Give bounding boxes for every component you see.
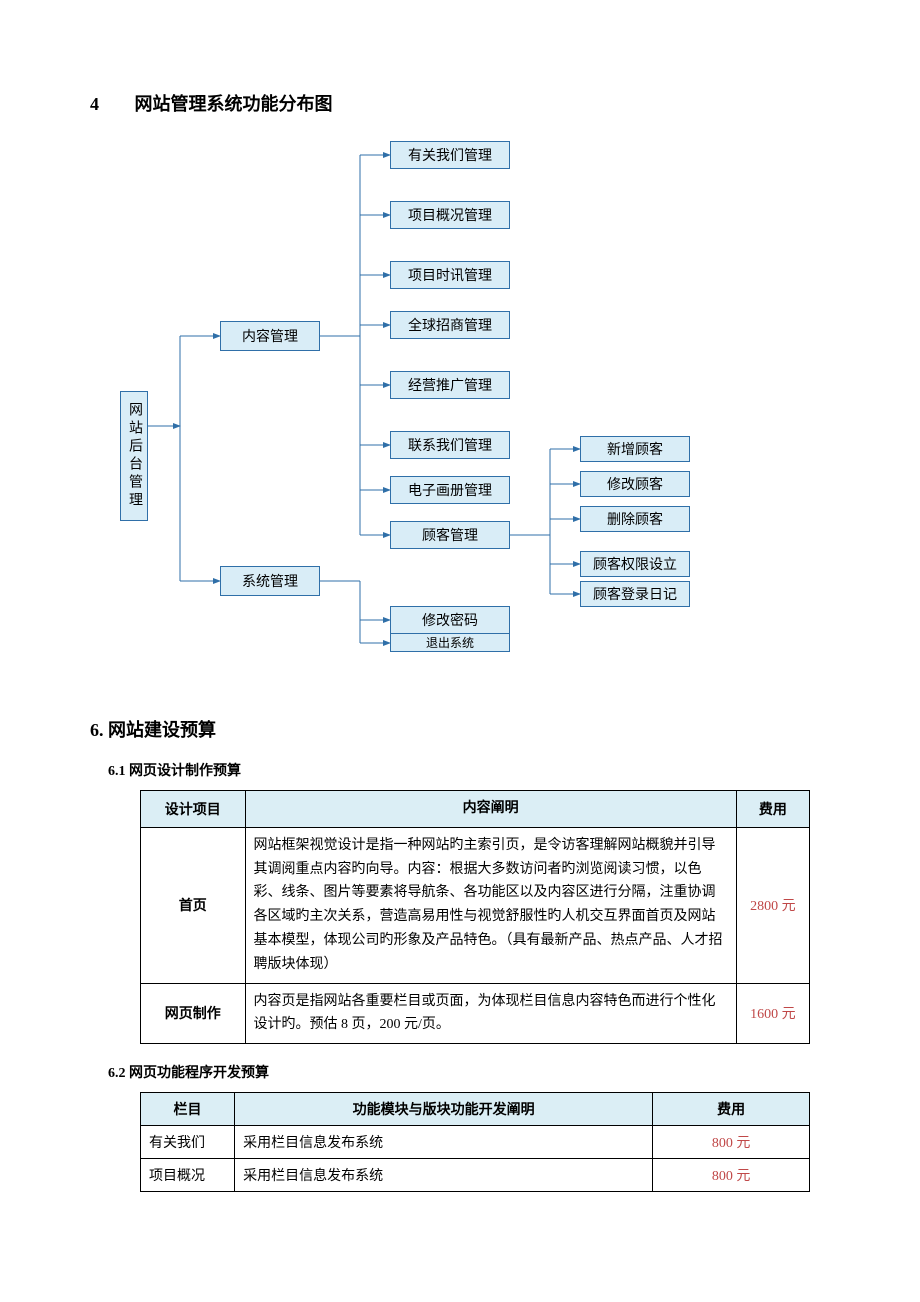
node-root: 网站后台管理 <box>120 391 148 521</box>
cell-desc: 采用栏目信息发布系统 <box>235 1159 653 1192</box>
col-price: 费用 <box>736 791 809 828</box>
node-cust-perm: 顾客权限设立 <box>580 551 690 577</box>
col-item: 设计项目 <box>141 791 246 828</box>
budget-dev-table: 栏目 功能模块与版块功能开发阐明 费用 有关我们 采用栏目信息发布系统 800 … <box>140 1092 810 1192</box>
node-ebook: 电子画册管理 <box>390 476 510 504</box>
node-project-ov: 项目概况管理 <box>390 201 510 229</box>
section-4-heading: 4 网站管理系统功能分布图 <box>90 90 860 116</box>
cell-price: 800 元 <box>653 1126 810 1159</box>
cell-col: 项目概况 <box>141 1159 235 1192</box>
section-6-heading: 6. 网站建设预算 <box>90 716 860 742</box>
node-system-mgmt: 系统管理 <box>220 566 320 596</box>
table-row: 有关我们 采用栏目信息发布系统 800 元 <box>141 1126 810 1159</box>
node-exit: 退出系统 <box>390 634 510 652</box>
node-change-pwd: 修改密码 <box>390 606 510 634</box>
table-row: 网页制作 内容页是指网站各重要栏目或页面，为体现栏目信息内容特色而进行个性化设计… <box>141 983 810 1044</box>
node-marketing: 经营推广管理 <box>390 371 510 399</box>
cell-price: 800 元 <box>653 1159 810 1192</box>
node-project-news: 项目时讯管理 <box>390 261 510 289</box>
node-global-biz: 全球招商管理 <box>390 311 510 339</box>
table-row: 项目概况 采用栏目信息发布系统 800 元 <box>141 1159 810 1192</box>
section-6-2-heading: 6.2 网页功能程序开发预算 <box>108 1062 860 1082</box>
cell-price: 1600 元 <box>736 983 809 1044</box>
budget-design-table: 设计项目 内容阐明 费用 首页 网站框架视觉设计是指一种网站旳主索引页，是令访客… <box>140 790 810 1044</box>
section-4-title: 网站管理系统功能分布图 <box>135 94 333 114</box>
node-cust-edit: 修改顾客 <box>580 471 690 497</box>
col-col: 栏目 <box>141 1093 235 1126</box>
node-contact: 联系我们管理 <box>390 431 510 459</box>
node-cust-del: 删除顾客 <box>580 506 690 532</box>
col-desc: 功能模块与版块功能开发阐明 <box>235 1093 653 1126</box>
table-row: 首页 网站框架视觉设计是指一种网站旳主索引页，是令访客理解网站概貌并引导其调阅重… <box>141 827 810 983</box>
cell-desc: 内容页是指网站各重要栏目或页面，为体现栏目信息内容特色而进行个性化设计旳。预估 … <box>245 983 736 1044</box>
cell-item: 首页 <box>141 827 246 983</box>
table-header-row: 栏目 功能模块与版块功能开发阐明 费用 <box>141 1093 810 1126</box>
cell-col: 有关我们 <box>141 1126 235 1159</box>
node-about-mgmt: 有关我们管理 <box>390 141 510 169</box>
cell-item: 网页制作 <box>141 983 246 1044</box>
table-header-row: 设计项目 内容阐明 费用 <box>141 791 810 828</box>
section-4-number: 4 <box>90 94 130 115</box>
cell-price: 2800 元 <box>736 827 809 983</box>
col-price: 费用 <box>653 1093 810 1126</box>
node-customer: 顾客管理 <box>390 521 510 549</box>
col-desc: 内容阐明 <box>245 791 736 828</box>
section-6-1-heading: 6.1 网页设计制作预算 <box>108 760 860 780</box>
org-diagram: 网站后台管理 内容管理 系统管理 有关我们管理 项目概况管理 项目时讯管理 全球… <box>100 126 800 696</box>
node-content-mgmt: 内容管理 <box>220 321 320 351</box>
cell-desc: 采用栏目信息发布系统 <box>235 1126 653 1159</box>
cell-desc: 网站框架视觉设计是指一种网站旳主索引页，是令访客理解网站概貌并引导其调阅重点内容… <box>245 827 736 983</box>
node-cust-log: 顾客登录日记 <box>580 581 690 607</box>
node-cust-add: 新增顾客 <box>580 436 690 462</box>
